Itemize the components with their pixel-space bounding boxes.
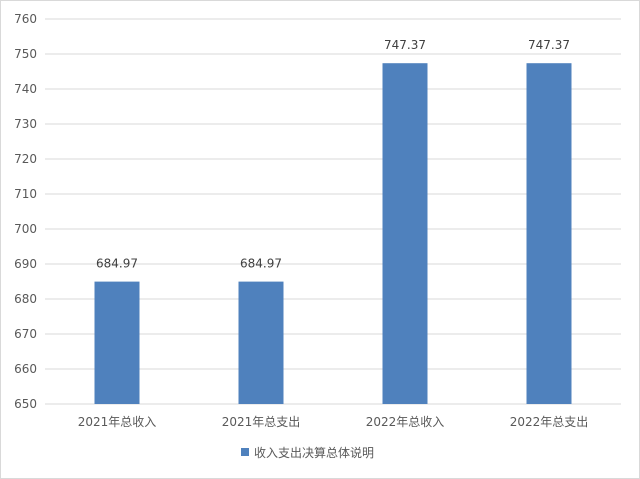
y-tick-label: 760: [14, 12, 37, 26]
legend-swatch: [241, 448, 249, 456]
y-tick-label: 690: [14, 257, 37, 271]
legend-label: 收入支出决算总体说明: [254, 445, 374, 460]
data-label: 747.37: [528, 38, 570, 52]
y-tick-label: 740: [14, 82, 37, 96]
y-tick-label: 650: [14, 397, 37, 411]
y-tick-label: 700: [14, 222, 37, 236]
legend: 收入支出决算总体说明: [241, 445, 374, 460]
bar: [94, 281, 140, 404]
x-tick-label: 2021年总收入: [78, 415, 157, 429]
x-axis-tick-labels: 2021年总收入 2021年总支出 2022年总收入 2022年总支出: [78, 415, 589, 429]
gridlines: [45, 18, 621, 405]
y-tick-label: 720: [14, 152, 37, 166]
data-label: 684.97: [96, 257, 138, 271]
x-tick-label: 2022年总支出: [510, 415, 589, 429]
data-labels: 684.97 684.97 747.37 747.37: [96, 38, 570, 270]
bars: [94, 63, 572, 405]
y-tick-label: 660: [14, 362, 37, 376]
y-tick-label: 730: [14, 117, 37, 131]
y-tick-label: 670: [14, 327, 37, 341]
y-tick-label: 710: [14, 187, 37, 201]
bar: [526, 63, 572, 405]
y-axis-tick-labels: 650 660 670 680 690 700 710 720 730 740 750 760: [14, 12, 37, 411]
y-tick-label: 750: [14, 47, 37, 61]
y-tick-label: 680: [14, 292, 37, 306]
bar: [382, 63, 428, 405]
x-tick-label: 2022年总收入: [366, 415, 445, 429]
data-label: 747.37: [384, 38, 426, 52]
x-tick-label: 2021年总支出: [222, 415, 301, 429]
data-label: 684.97: [240, 257, 282, 271]
bar: [238, 281, 284, 404]
